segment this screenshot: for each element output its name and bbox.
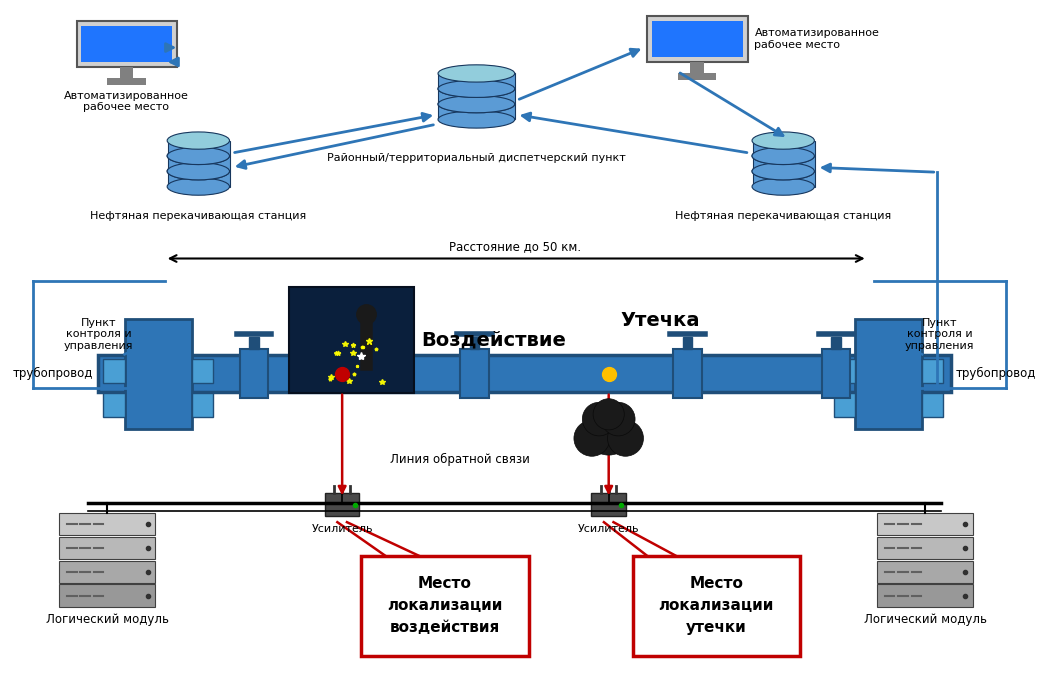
FancyBboxPatch shape <box>240 349 269 398</box>
Text: Логический модуль: Логический модуль <box>46 613 168 626</box>
Circle shape <box>608 420 643 456</box>
FancyBboxPatch shape <box>690 62 704 73</box>
Ellipse shape <box>438 65 515 82</box>
FancyBboxPatch shape <box>878 513 973 534</box>
FancyBboxPatch shape <box>878 585 973 607</box>
Circle shape <box>585 407 633 455</box>
FancyBboxPatch shape <box>191 393 212 417</box>
Text: Утечка: Утечка <box>620 311 700 330</box>
FancyBboxPatch shape <box>438 89 515 104</box>
FancyBboxPatch shape <box>878 537 973 558</box>
Ellipse shape <box>167 163 229 180</box>
FancyBboxPatch shape <box>191 359 212 383</box>
FancyBboxPatch shape <box>678 73 717 80</box>
Ellipse shape <box>167 148 229 165</box>
Text: Линия обратной связи: Линия обратной связи <box>390 454 530 466</box>
FancyBboxPatch shape <box>832 337 841 349</box>
FancyBboxPatch shape <box>591 494 626 516</box>
FancyBboxPatch shape <box>673 349 702 398</box>
Ellipse shape <box>438 95 515 113</box>
FancyBboxPatch shape <box>249 337 258 349</box>
FancyBboxPatch shape <box>834 393 856 417</box>
FancyBboxPatch shape <box>752 156 815 171</box>
Ellipse shape <box>438 80 515 97</box>
Text: Воздействие: Воздействие <box>422 330 567 350</box>
Text: Пункт
контроля и
управления: Пункт контроля и управления <box>905 318 974 351</box>
FancyBboxPatch shape <box>652 20 743 57</box>
FancyBboxPatch shape <box>923 393 943 417</box>
Ellipse shape <box>167 178 229 195</box>
Text: Место
локализации
воздействия: Место локализации воздействия <box>387 576 502 635</box>
FancyBboxPatch shape <box>821 349 850 398</box>
Ellipse shape <box>167 132 229 149</box>
Circle shape <box>593 398 624 430</box>
Text: Районный/территориальный диспетчерский пункт: Районный/территориальный диспетчерский п… <box>327 153 626 163</box>
FancyBboxPatch shape <box>60 585 155 607</box>
FancyBboxPatch shape <box>97 356 951 392</box>
Text: Расстояние до 50 км.: Расстояние до 50 км. <box>449 240 581 253</box>
FancyBboxPatch shape <box>683 337 692 349</box>
Ellipse shape <box>438 111 515 128</box>
FancyBboxPatch shape <box>108 78 145 85</box>
FancyBboxPatch shape <box>878 560 973 583</box>
FancyBboxPatch shape <box>60 560 155 583</box>
FancyBboxPatch shape <box>167 171 230 186</box>
Circle shape <box>583 403 616 436</box>
Text: Нефтяная перекачивающая станция: Нефтяная перекачивающая станция <box>90 211 306 220</box>
FancyBboxPatch shape <box>923 359 943 383</box>
FancyBboxPatch shape <box>325 494 360 516</box>
FancyBboxPatch shape <box>76 20 177 67</box>
Ellipse shape <box>752 132 815 149</box>
Text: Место
локализации
утечки: Место локализации утечки <box>658 576 774 635</box>
FancyBboxPatch shape <box>119 67 133 78</box>
FancyBboxPatch shape <box>470 337 479 349</box>
Ellipse shape <box>167 148 229 165</box>
Text: Пункт
контроля и
управления: Пункт контроля и управления <box>64 318 134 351</box>
FancyBboxPatch shape <box>361 556 529 656</box>
Text: Автоматизированное
рабочее место: Автоматизированное рабочее место <box>754 29 880 50</box>
FancyBboxPatch shape <box>82 26 173 62</box>
Text: Усилитель: Усилитель <box>578 524 639 534</box>
FancyBboxPatch shape <box>752 171 815 186</box>
FancyBboxPatch shape <box>104 393 124 417</box>
Text: Автоматизированное
рабочее место: Автоматизированное рабочее место <box>64 90 189 112</box>
FancyBboxPatch shape <box>856 319 923 429</box>
Ellipse shape <box>752 163 815 180</box>
Ellipse shape <box>438 95 515 113</box>
FancyBboxPatch shape <box>438 104 515 120</box>
FancyBboxPatch shape <box>124 319 191 429</box>
FancyBboxPatch shape <box>460 349 488 398</box>
Text: трубопровод: трубопровод <box>13 367 93 380</box>
Ellipse shape <box>752 148 815 165</box>
FancyBboxPatch shape <box>290 287 414 393</box>
FancyBboxPatch shape <box>834 359 856 383</box>
Ellipse shape <box>752 163 815 180</box>
FancyBboxPatch shape <box>167 156 230 171</box>
Ellipse shape <box>438 80 515 97</box>
FancyBboxPatch shape <box>167 141 230 156</box>
FancyBboxPatch shape <box>60 513 155 534</box>
Text: Нефтяная перекачивающая станция: Нефтяная перекачивающая станция <box>675 211 891 220</box>
Text: Логический модуль: Логический модуль <box>864 613 986 626</box>
Circle shape <box>601 403 635 436</box>
Ellipse shape <box>167 163 229 180</box>
FancyBboxPatch shape <box>104 359 124 383</box>
Text: Усилитель: Усилитель <box>312 524 373 534</box>
Ellipse shape <box>752 148 815 165</box>
Text: трубопровод: трубопровод <box>956 367 1037 380</box>
FancyBboxPatch shape <box>438 73 515 89</box>
FancyBboxPatch shape <box>633 556 800 656</box>
Circle shape <box>574 420 610 456</box>
FancyBboxPatch shape <box>647 16 748 62</box>
FancyBboxPatch shape <box>752 141 815 156</box>
Ellipse shape <box>752 178 815 195</box>
FancyBboxPatch shape <box>60 537 155 558</box>
